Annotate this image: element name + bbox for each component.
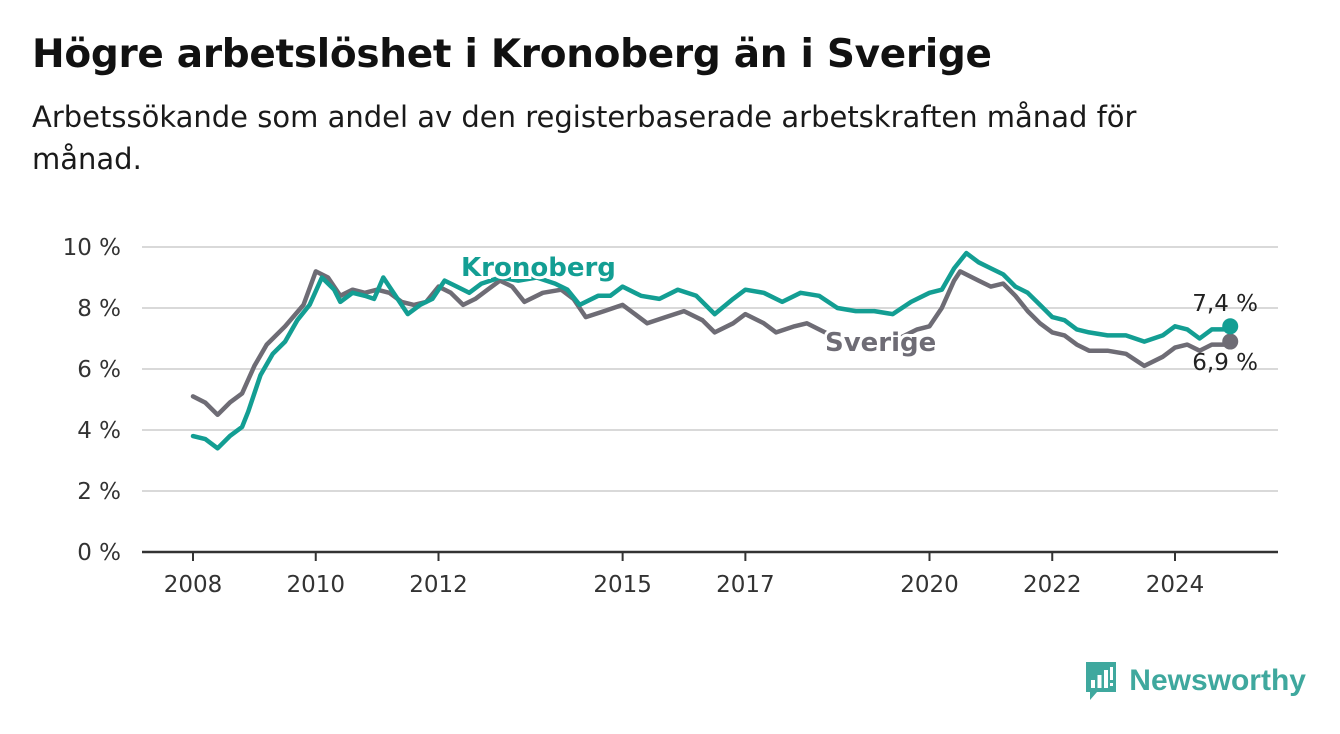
gridlines (142, 246, 1278, 554)
y-tick-label: 0 % (77, 540, 121, 566)
x-tick-label: 2022 (1023, 572, 1082, 598)
y-axis-ticks: 0 % 2 % 4 % 6 % 8 % 10 % (63, 235, 121, 566)
series-line-kronoberg (190, 250, 1233, 451)
newsworthy-logo: Newsworthy (1083, 660, 1306, 702)
brand-name: Newsworthy (1129, 664, 1306, 697)
series-labels: Kronoberg Sverige 7,4 % 6,9 % (458, 250, 1258, 376)
x-tick-label: 2015 (593, 572, 652, 598)
series-line-sverige (190, 269, 1233, 418)
bar-chart-logo-icon (1086, 662, 1117, 700)
end-point-sverige (1222, 333, 1239, 350)
series-label-sverige: Sverige (825, 328, 936, 358)
x-axis-ticks: 2008 2010 2012 2015 2017 2020 2022 2024 (164, 552, 1205, 598)
y-tick-label: 6 % (77, 357, 121, 383)
chart-subtitle: Arbetssökande som andel av den registerb… (32, 100, 1137, 176)
y-tick-label: 8 % (77, 296, 121, 322)
x-tick-label: 2012 (409, 572, 468, 598)
series-lines (190, 250, 1239, 451)
series-label-kronoberg: Kronoberg (461, 253, 616, 283)
end-label-kronoberg: 7,4 % (1192, 291, 1258, 317)
x-tick-label: 2008 (164, 572, 223, 598)
end-point-kronoberg (1222, 318, 1239, 335)
y-tick-label: 10 % (63, 235, 121, 261)
x-tick-label: 2017 (716, 572, 775, 598)
y-tick-label: 4 % (77, 418, 121, 444)
y-tick-label: 2 % (77, 479, 121, 505)
end-label-sverige: 6,9 % (1192, 350, 1258, 376)
x-tick-label: 2024 (1146, 572, 1205, 598)
chart-title: Högre arbetslöshet i Kronoberg än i Sver… (32, 32, 992, 77)
x-tick-label: 2010 (286, 572, 345, 598)
x-tick-label: 2020 (900, 572, 959, 598)
